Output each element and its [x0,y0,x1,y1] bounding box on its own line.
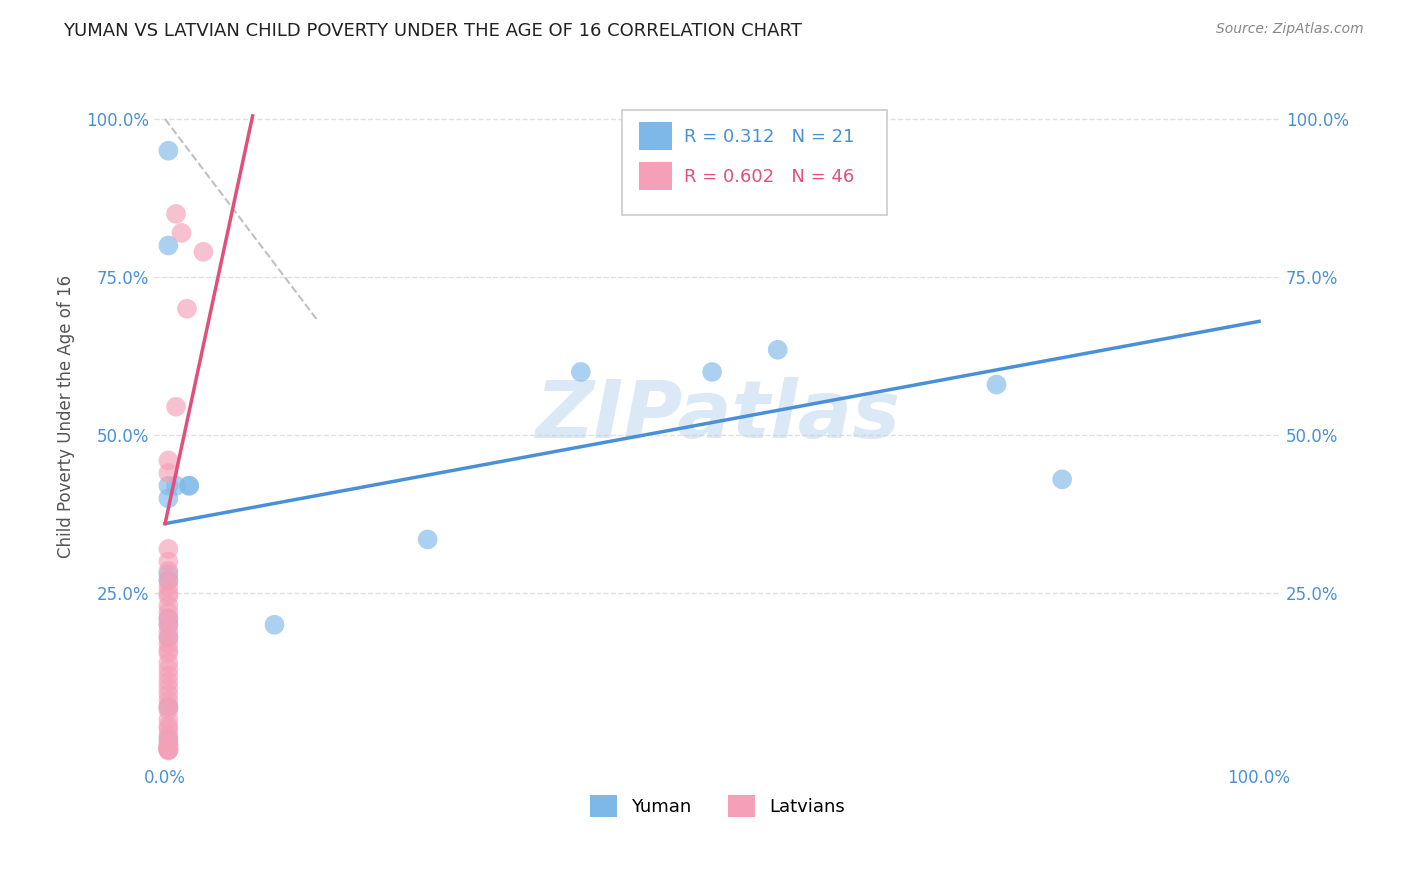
Point [157,637,180,651]
Point [157,713,180,727]
Point [157,731,180,746]
Point [157,617,180,632]
Point [157,617,180,632]
Point [157,742,180,756]
Point [176,301,198,316]
Point [157,668,180,682]
Point [157,674,180,689]
Point [157,728,180,742]
Point [157,631,180,645]
FancyBboxPatch shape [638,122,672,150]
Point [157,662,180,676]
Point [157,564,180,578]
Point [157,742,180,756]
Point [157,453,180,467]
Point [157,599,180,613]
Point [157,646,180,660]
Point [157,580,180,594]
Point [157,741,180,756]
Point [157,624,180,638]
Point [700,365,723,379]
Point [157,643,180,657]
Point [179,479,201,493]
Y-axis label: Child Poverty Under the Age of 16: Child Poverty Under the Age of 16 [58,275,75,558]
Point [157,738,180,752]
Point [157,611,180,625]
FancyBboxPatch shape [621,111,887,215]
Point [157,541,180,556]
Point [157,693,180,707]
Text: ZIPatlas: ZIPatlas [536,377,900,455]
Point [157,586,180,600]
Point [157,681,180,695]
Point [157,700,180,714]
Point [157,739,180,753]
Point [157,703,180,717]
Point [157,590,180,604]
Point [157,605,180,619]
Point [157,740,180,755]
Point [165,400,187,414]
Point [179,479,201,493]
Text: Source: ZipAtlas.com: Source: ZipAtlas.com [1216,22,1364,37]
Point [766,343,789,357]
Point [416,533,439,547]
Text: YUMAN VS LATVIAN CHILD POVERTY UNDER THE AGE OF 16 CORRELATION CHART: YUMAN VS LATVIAN CHILD POVERTY UNDER THE… [63,22,803,40]
Point [193,244,215,259]
Point [157,743,180,757]
Point [157,466,180,480]
Point [157,719,180,733]
Point [157,574,180,588]
Point [986,377,1008,392]
Point [569,365,592,379]
Point [157,574,180,588]
FancyBboxPatch shape [638,162,672,190]
Point [165,207,187,221]
Point [165,479,187,493]
Point [1050,472,1073,486]
Legend: Yuman, Latvians: Yuman, Latvians [582,788,852,824]
Point [157,743,180,757]
Point [157,491,180,506]
Point [157,687,180,701]
Point [263,617,285,632]
Text: R = 0.312   N = 21: R = 0.312 N = 21 [683,128,855,145]
Point [157,722,180,736]
Point [157,238,180,252]
Point [157,144,180,158]
Point [157,555,180,569]
Point [157,656,180,670]
Point [157,735,180,749]
Point [157,567,180,582]
Text: R = 0.602   N = 46: R = 0.602 N = 46 [683,168,853,186]
Point [157,479,180,493]
Point [170,226,193,240]
Point [157,700,180,714]
Point [157,741,180,756]
Point [157,631,180,645]
Point [157,611,180,625]
